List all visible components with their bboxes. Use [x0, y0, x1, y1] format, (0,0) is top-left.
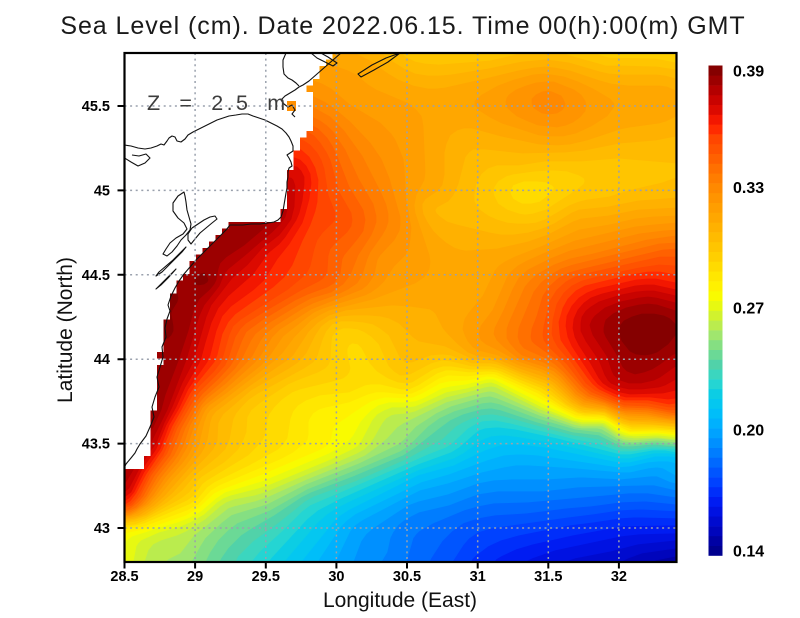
- svg-text:29.5: 29.5: [252, 569, 280, 585]
- svg-text:43: 43: [94, 521, 110, 537]
- svg-text:Z = 2.5 m: Z = 2.5 m: [147, 91, 289, 115]
- svg-text:31.5: 31.5: [534, 569, 562, 585]
- svg-text:44: 44: [94, 352, 110, 368]
- svg-text:30.5: 30.5: [393, 569, 421, 585]
- svg-text:0.33: 0.33: [733, 180, 764, 197]
- svg-text:43.5: 43.5: [82, 437, 110, 453]
- svg-text:30: 30: [328, 569, 344, 585]
- svg-text:45: 45: [94, 183, 110, 199]
- svg-text:Latitude (North): Latitude (North): [54, 257, 77, 403]
- svg-text:45.5: 45.5: [82, 99, 110, 115]
- svg-text:0.39: 0.39: [733, 64, 764, 81]
- svg-text:31: 31: [470, 569, 486, 585]
- svg-text:44.5: 44.5: [82, 268, 110, 284]
- svg-text:Longitude (East): Longitude (East): [323, 589, 477, 612]
- svg-text:0.27: 0.27: [733, 301, 764, 318]
- svg-text:28.5: 28.5: [110, 569, 138, 585]
- svg-text:0.20: 0.20: [733, 423, 764, 440]
- svg-text:Sea Level (cm). Date 2022.06.1: Sea Level (cm). Date 2022.06.15. Time 00…: [60, 12, 745, 40]
- svg-text:29: 29: [187, 569, 203, 585]
- svg-text:0.14: 0.14: [733, 544, 764, 561]
- svg-text:32: 32: [611, 569, 627, 585]
